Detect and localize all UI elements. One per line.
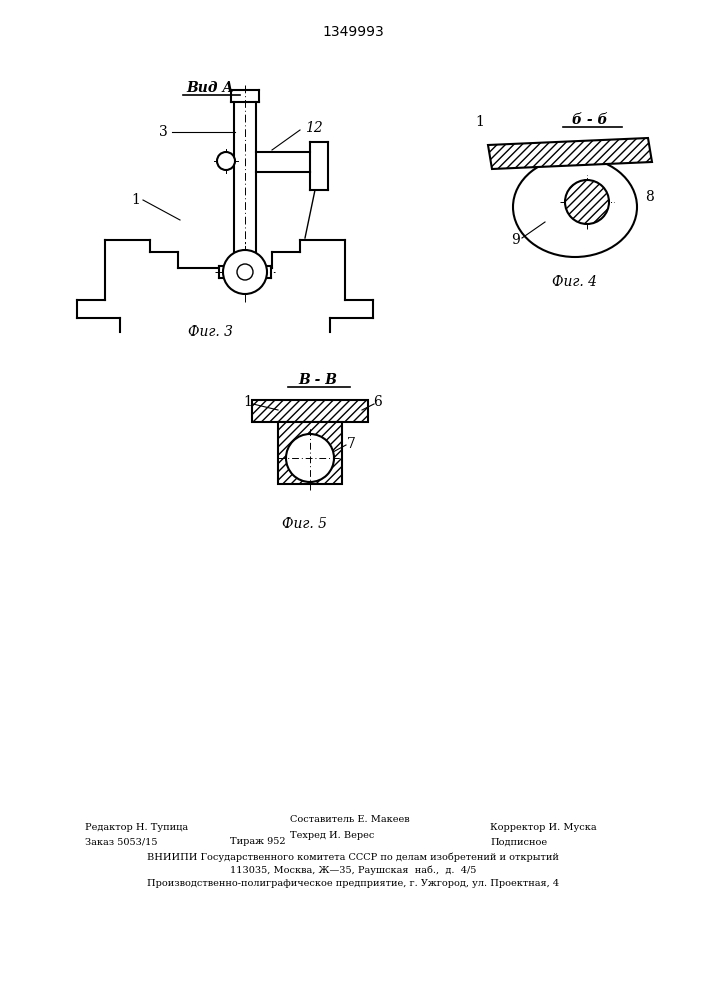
- Text: Составитель Е. Макеев: Составитель Е. Макеев: [290, 814, 409, 824]
- Text: Редактор Н. Тупица: Редактор Н. Тупица: [85, 824, 188, 832]
- Text: Техред И. Верес: Техред И. Верес: [290, 830, 375, 840]
- Circle shape: [217, 152, 235, 170]
- Text: 8: 8: [645, 190, 654, 204]
- Text: Фиг. 3: Фиг. 3: [187, 325, 233, 339]
- Text: 3: 3: [159, 125, 168, 139]
- Text: 1: 1: [244, 395, 252, 409]
- Text: Тираж 952: Тираж 952: [230, 838, 286, 846]
- Text: В - В: В - В: [298, 373, 337, 387]
- Text: Фиг. 4: Фиг. 4: [552, 275, 597, 289]
- Circle shape: [565, 180, 609, 224]
- Text: 12: 12: [305, 121, 323, 135]
- Ellipse shape: [513, 157, 637, 257]
- Text: 7: 7: [347, 437, 356, 451]
- Text: 1: 1: [476, 115, 484, 129]
- Text: 1: 1: [131, 193, 140, 207]
- Circle shape: [223, 250, 267, 294]
- Text: 1349993: 1349993: [322, 25, 384, 39]
- Bar: [278, 422, 342, 484]
- Text: Производственно-полиграфическое предприятие, г. Ужгород, ул. Проектная, 4: Производственно-полиграфическое предприя…: [147, 879, 559, 888]
- Text: 6: 6: [373, 395, 382, 409]
- Text: ВНИИПИ Государственного комитета СССР по делам изобретений и открытий: ВНИИПИ Государственного комитета СССР по…: [147, 852, 559, 862]
- Text: б - б: б - б: [572, 113, 608, 127]
- Text: 113035, Москва, Ж—35, Раушская  наб.,  д.  4/5: 113035, Москва, Ж—35, Раушская наб., д. …: [230, 865, 477, 875]
- Text: Корректор И. Муска: Корректор И. Муска: [490, 824, 597, 832]
- Text: Фиг. 5: Фиг. 5: [283, 517, 327, 531]
- Text: Вид А: Вид А: [186, 81, 234, 95]
- Polygon shape: [488, 138, 652, 169]
- Circle shape: [237, 264, 253, 280]
- Text: Подписное: Подписное: [490, 838, 547, 846]
- Text: 9: 9: [510, 233, 520, 247]
- Circle shape: [286, 434, 334, 482]
- Text: Заказ 5053/15: Заказ 5053/15: [85, 838, 158, 846]
- Bar: [252, 400, 368, 422]
